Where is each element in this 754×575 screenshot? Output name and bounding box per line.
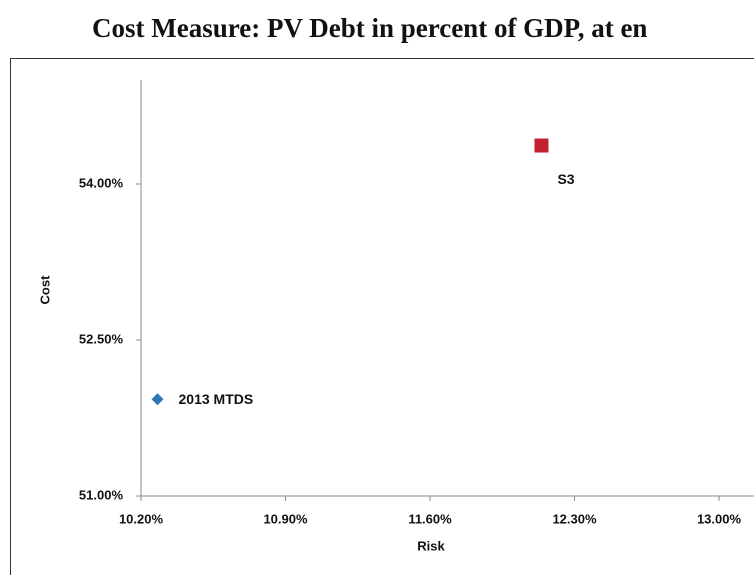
x-axis-title: Risk: [417, 538, 445, 553]
y-tick-label: 52.50%: [79, 331, 124, 346]
point: [534, 138, 549, 153]
x-tick-label: 10.20%: [119, 511, 164, 526]
x-tick-label: 13.00%: [697, 511, 742, 526]
data-label: 2013 MTDS: [179, 391, 254, 407]
x-tick-label: 10.90%: [263, 511, 308, 526]
x-tick-label: 11.60%: [408, 511, 452, 526]
data-label: S3: [557, 171, 574, 187]
point: [151, 393, 164, 406]
y-tick-label: 54.00%: [79, 175, 124, 190]
chart-title: Cost Measure: PV Debt in percent of GDP,…: [92, 13, 647, 43]
x-tick-label: 12.30%: [552, 511, 597, 526]
y-axis-title: Cost: [37, 275, 52, 305]
y-tick-label: 51.00%: [79, 487, 124, 502]
chart-border: [10, 58, 754, 575]
